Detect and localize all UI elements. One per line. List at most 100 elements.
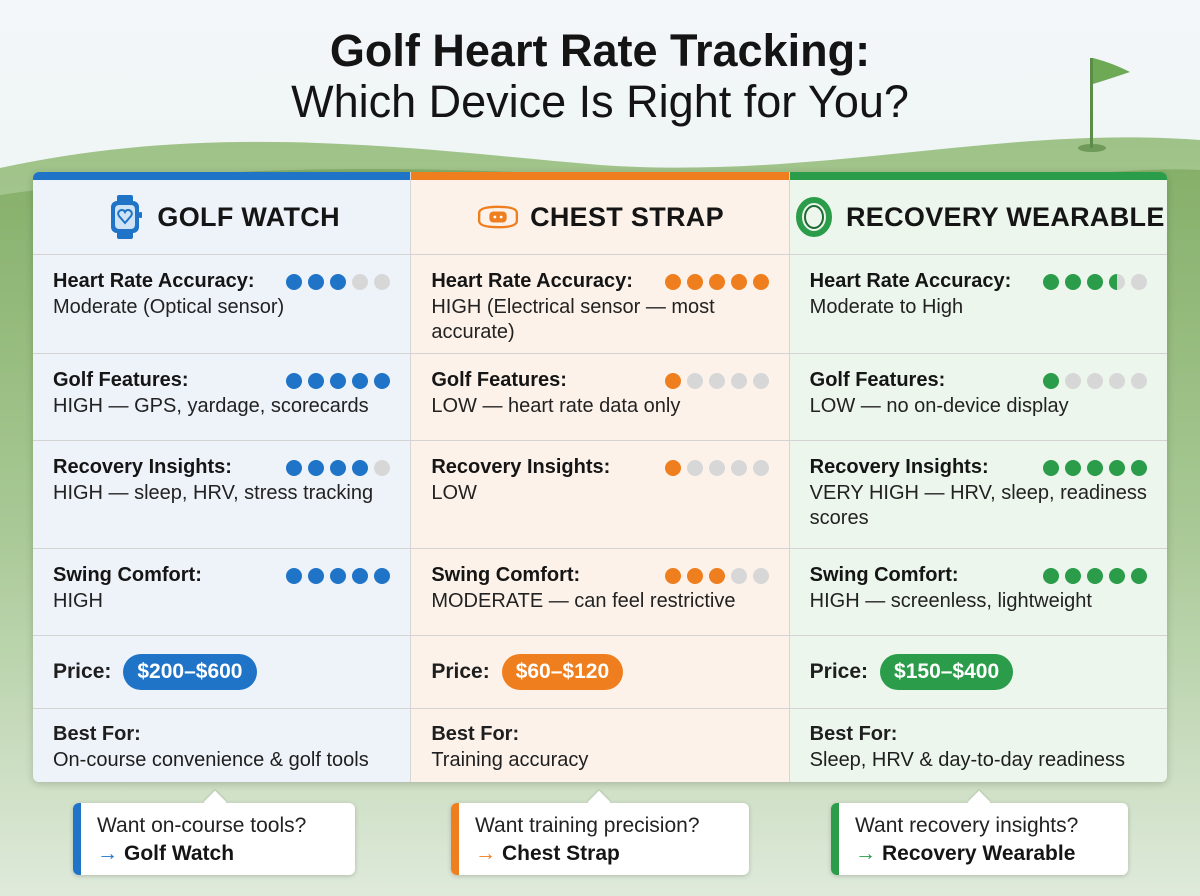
callout-answer: Chest Strap (502, 842, 620, 865)
row-golf-features: Golf Features: LOW — no on-device displa… (789, 354, 1167, 441)
rating-dots (1042, 459, 1147, 476)
rating-dots (1042, 372, 1147, 389)
column-header: GOLF WATCH (33, 180, 411, 255)
rating-dot (686, 273, 703, 290)
row-swing-comfort: Swing Comfort: HIGH (33, 549, 411, 636)
row-swing-comfort: Swing Comfort: MODERATE — can feel restr… (411, 549, 789, 636)
rating-dot (1064, 372, 1081, 389)
rating-dot (352, 273, 369, 290)
rating-dot (1042, 372, 1059, 389)
rating-dot (752, 273, 769, 290)
arrow-right-icon: → (475, 842, 496, 865)
column-header-label: CHEST STRAP (530, 201, 724, 232)
rating-dot (308, 567, 325, 584)
callout-answer: Golf Watch (124, 842, 235, 865)
rating-dot (708, 459, 725, 476)
metric-label: Swing Comfort: (53, 564, 202, 586)
rating-dots (1042, 567, 1147, 584)
callout-question: Want on-course tools? (97, 814, 307, 837)
rating-dots (286, 372, 391, 389)
rating-dot (730, 567, 747, 584)
metric-value: Moderate (Optical sensor) (53, 296, 285, 318)
rating-dot (752, 459, 769, 476)
rating-dot (1064, 459, 1081, 476)
column-accent-bar (411, 172, 789, 180)
column-header-label: RECOVERY WEARABLE (846, 201, 1165, 232)
callout-question: Want recovery insights? (855, 814, 1079, 837)
metric-label: Heart Rate Accuracy: (431, 270, 633, 292)
best-for-value: On-course convenience & golf tools (53, 749, 369, 771)
metric-value: HIGH — screenless, lightweight (809, 590, 1092, 612)
rating-dot (286, 459, 303, 476)
column-recovery-wearable: RECOVERY WEARABLE Heart Rate Accuracy: M… (788, 172, 1167, 782)
rating-dots (1042, 273, 1147, 290)
rating-dot (1108, 372, 1125, 389)
rating-dot (330, 459, 347, 476)
rating-dot (330, 567, 347, 584)
rating-dot (1130, 567, 1147, 584)
price-label: Price: (431, 660, 490, 683)
price-badge: $150–$400 (880, 654, 1014, 690)
ring-wearable-icon (792, 195, 836, 239)
column-header: RECOVERY WEARABLE (789, 180, 1167, 255)
rating-dot (1108, 273, 1125, 290)
column-chest-strap: CHEST STRAP Heart Rate Accuracy: HIGH (E… (410, 172, 789, 782)
row-best-for: Best For: On-course convenience & golf t… (33, 709, 410, 782)
rating-dot (730, 459, 747, 476)
row-recovery-insights: Recovery Insights: HIGH — sleep, HRV, st… (33, 441, 411, 549)
rating-dot (330, 273, 347, 290)
rating-dots (664, 372, 769, 389)
rating-dot (1130, 273, 1147, 290)
rating-dot (730, 273, 747, 290)
rating-dot (686, 372, 703, 389)
best-for-label: Best For: (53, 723, 141, 745)
row-price: Price: $150–$400 (789, 636, 1167, 709)
callout-question: Want training precision? (475, 814, 700, 837)
rating-dot (352, 459, 369, 476)
metric-label: Heart Rate Accuracy: (809, 270, 1012, 292)
rating-dot (286, 372, 303, 389)
price-label: Price: (53, 660, 112, 683)
metric-label: Swing Comfort: (809, 564, 959, 586)
rating-dot (1086, 273, 1103, 290)
arrow-right-icon: → (97, 842, 118, 865)
row-best-for: Best For: Sleep, HRV & day-to-day readin… (790, 709, 1167, 782)
rating-dot (352, 567, 369, 584)
rating-dot (1042, 567, 1059, 584)
metric-label: Heart Rate Accuracy: (53, 270, 255, 292)
rating-dot (1064, 567, 1081, 584)
rating-dot (730, 372, 747, 389)
rating-dot (664, 567, 681, 584)
chest-strap-icon (476, 195, 520, 239)
best-for-value: Training accuracy (431, 749, 589, 771)
rating-dot (374, 459, 391, 476)
rating-dot (308, 372, 325, 389)
rating-dot (374, 567, 391, 584)
rating-dot (686, 459, 703, 476)
row-recovery-insights: Recovery Insights: LOW (411, 441, 789, 549)
rating-dot (664, 372, 681, 389)
rating-dot (686, 567, 703, 584)
metric-value: LOW — no on-device display (809, 395, 1069, 417)
rating-dot (664, 273, 681, 290)
metric-label: Golf Features: (809, 369, 946, 391)
rating-dots (664, 273, 769, 290)
price-label: Price: (809, 660, 869, 683)
metric-value: LOW — heart rate data only (431, 395, 681, 417)
rating-dots (664, 567, 769, 584)
best-for-label: Best For: (431, 723, 520, 745)
row-heart-rate-accuracy: Heart Rate Accuracy: HIGH (Electrical se… (411, 255, 789, 354)
rating-dot (1042, 459, 1059, 476)
price-badge: $200–$600 (123, 654, 257, 690)
rating-dot (1130, 372, 1147, 389)
callout-recovery-wearable: Want recovery insights? → Recovery Wearab… (831, 790, 1128, 875)
row-recovery-insights: Recovery Insights: VERY HIGH — HRV, slee… (789, 441, 1167, 549)
row-price: Price: $200–$600 (33, 636, 411, 709)
best-for-value: Sleep, HRV & day-to-day readiness (809, 749, 1126, 771)
row-heart-rate-accuracy: Heart Rate Accuracy: Moderate to High (789, 255, 1167, 354)
rating-dot (374, 273, 391, 290)
row-best-for: Best For: Training accuracy (411, 709, 788, 782)
metric-label: Recovery Insights: (431, 456, 611, 478)
rating-dot (286, 273, 303, 290)
rating-dot (1064, 273, 1081, 290)
